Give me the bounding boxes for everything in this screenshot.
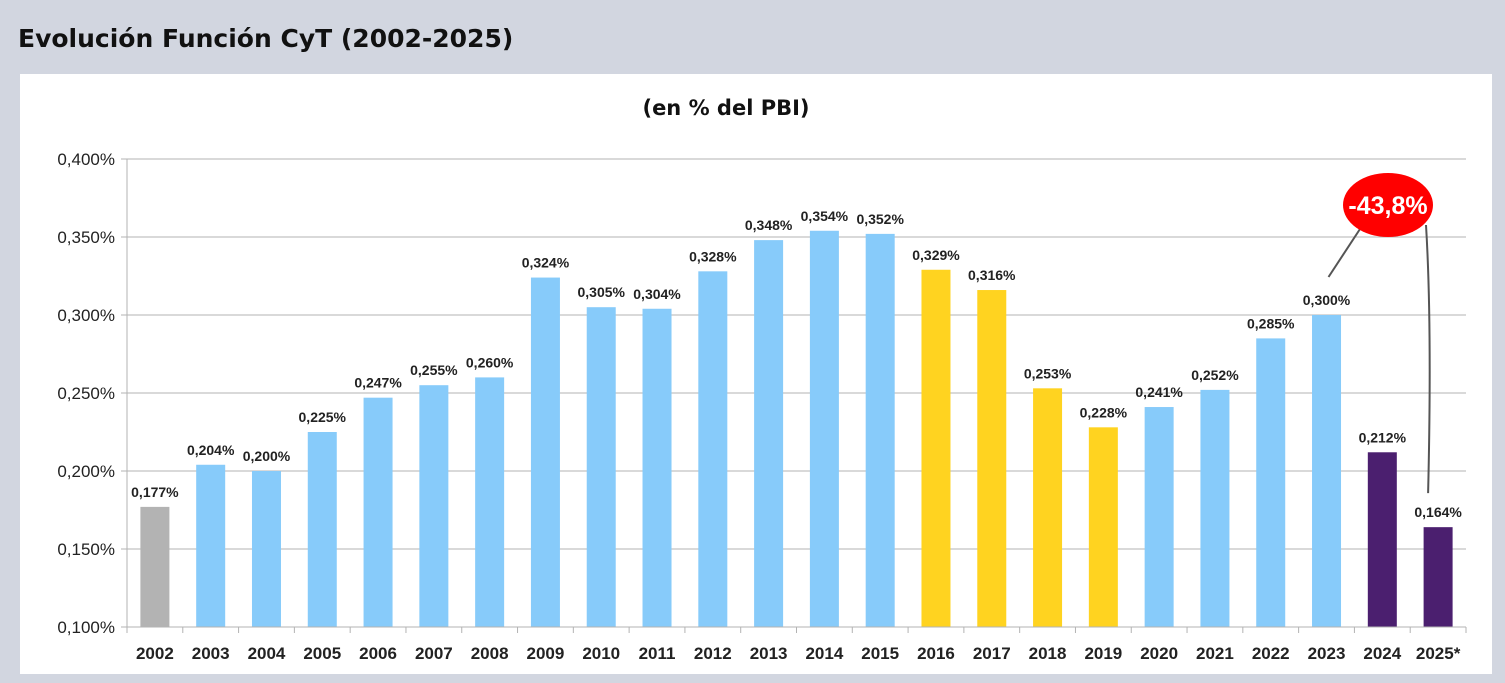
x-tick-label: 2016 <box>917 644 955 663</box>
x-tick-label: 2005 <box>303 644 341 663</box>
bar-2016 <box>921 269 951 627</box>
y-tick-label: 0,200% <box>57 462 115 481</box>
x-tick-label: 2010 <box>582 644 620 663</box>
bar-2002 <box>140 506 170 627</box>
connector-curve <box>1425 224 1431 494</box>
x-tick-label: 2014 <box>805 644 843 663</box>
bar-2015 <box>865 233 895 627</box>
x-tick-label: 2022 <box>1252 644 1290 663</box>
data-label: 0,328% <box>689 248 737 264</box>
x-tick-label: 2023 <box>1308 644 1346 663</box>
bar-2007 <box>419 385 449 627</box>
bar-2011 <box>642 308 672 627</box>
x-tick-label: 2006 <box>359 644 397 663</box>
data-label: 0,352% <box>856 211 904 227</box>
bar-2020 <box>1144 407 1174 627</box>
bar-2021 <box>1200 389 1230 627</box>
data-label: 0,164% <box>1414 504 1462 520</box>
x-tick-label: 2025* <box>1416 644 1461 663</box>
bar-2017 <box>977 290 1007 627</box>
bar-2009 <box>530 277 560 627</box>
data-label: 0,354% <box>801 208 849 224</box>
data-label: 0,241% <box>1135 384 1183 400</box>
data-label: 0,225% <box>299 409 347 425</box>
grid-lines <box>121 158 1466 628</box>
y-tick-label: 0,150% <box>57 540 115 559</box>
data-label: 0,304% <box>633 286 681 302</box>
x-tick-label: 2003 <box>192 644 230 663</box>
bar-2018 <box>1033 388 1063 627</box>
x-axis: 2002 2003 2004 2005 2006 2007 2008 2009 2010 2011… <box>126 626 1467 663</box>
annotation: -43,8% <box>1327 173 1433 494</box>
x-tick-label: 2007 <box>415 644 453 663</box>
y-tick-label: 0,250% <box>57 384 115 403</box>
y-tick-label: 0,400% <box>57 150 115 169</box>
data-label: 0,260% <box>466 354 514 370</box>
x-tick-label: 2018 <box>1029 644 1067 663</box>
y-tick-label: 0,300% <box>57 306 115 325</box>
bar-2025* <box>1423 527 1453 627</box>
bar-2023 <box>1312 315 1342 627</box>
annotation-bubble <box>1343 173 1433 237</box>
page-title: Evolución Función CyT (2002-2025) <box>18 24 514 53</box>
x-tick-label: 2002 <box>136 644 174 663</box>
data-label: 0,255% <box>410 362 458 378</box>
bar-2003 <box>196 464 226 627</box>
connector-line <box>1327 228 1361 278</box>
bar-2013 <box>754 240 784 627</box>
bar-2014 <box>809 230 839 627</box>
chart-panel: (en % del PBI) 0,100% 0,150% 0,200% 0,250% 0… <box>20 74 1492 674</box>
annotation-label: -43,8% <box>1348 192 1427 220</box>
x-tick-label: 2017 <box>973 644 1011 663</box>
bar-chart: (en % del PBI) 0,100%0,150%0,200%0,250%0… <box>57 96 1467 663</box>
y-tick-label: 0,350% <box>57 228 115 247</box>
data-label: 0,247% <box>354 375 402 391</box>
data-label: 0,329% <box>912 247 960 263</box>
data-label: 0,305% <box>577 284 625 300</box>
data-label: 0,212% <box>1359 429 1407 445</box>
bar-2004 <box>251 471 281 627</box>
data-label: 0,348% <box>745 217 793 233</box>
bar-2024 <box>1367 452 1397 627</box>
data-label: 0,204% <box>187 442 235 458</box>
data-label: 0,252% <box>1191 367 1239 383</box>
bar-2010 <box>586 307 616 627</box>
bar-2006 <box>363 397 393 627</box>
y-axis: 0,100% 0,150% 0,200% 0,250% 0,300% 0,350% 0,40… <box>57 150 128 637</box>
data-label: 0,316% <box>968 267 1016 283</box>
x-tick-label: 2004 <box>248 644 286 663</box>
data-label: 0,300% <box>1303 292 1351 308</box>
data-labels: 0,177% 0,204% 0,200% 0,225% 0,247% 0,255% 0,26… <box>131 208 1462 520</box>
bar-2008 <box>475 377 505 627</box>
data-label: 0,253% <box>1024 365 1072 381</box>
x-tick-label: 2009 <box>527 644 565 663</box>
data-label: 0,324% <box>522 255 570 271</box>
bar-2005 <box>307 432 337 627</box>
bar-2012 <box>698 271 728 627</box>
y-tick-label: 0,100% <box>57 618 115 637</box>
x-tick-label: 2011 <box>639 644 676 663</box>
data-label: 0,177% <box>131 484 179 500</box>
x-tick-label: 2013 <box>750 644 788 663</box>
bar-2019 <box>1088 427 1118 627</box>
bars <box>140 230 1453 627</box>
x-tick-label: 2019 <box>1084 644 1122 663</box>
bar-2022 <box>1256 338 1286 627</box>
x-tick-label: 2024 <box>1363 644 1401 663</box>
data-label: 0,285% <box>1247 315 1295 331</box>
data-label: 0,200% <box>243 448 291 464</box>
x-tick-label: 2008 <box>471 644 509 663</box>
x-tick-label: 2020 <box>1140 644 1178 663</box>
data-label: 0,228% <box>1080 404 1128 420</box>
x-tick-label: 2021 <box>1196 644 1234 663</box>
x-tick-label: 2012 <box>694 644 732 663</box>
x-tick-label: 2015 <box>861 644 899 663</box>
chart-subtitle: (en % del PBI) <box>642 96 809 120</box>
